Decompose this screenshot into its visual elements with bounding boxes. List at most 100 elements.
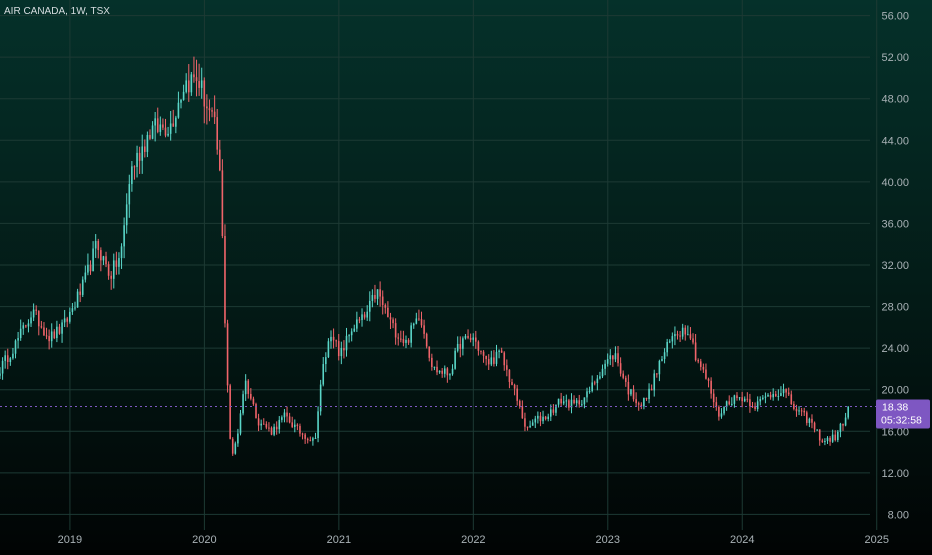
candle-body — [555, 404, 557, 413]
candle-body — [17, 338, 19, 341]
price-tick-label: 44.00 — [881, 135, 909, 147]
candle-body — [337, 341, 340, 357]
candle-body — [702, 366, 705, 370]
candle-body — [764, 396, 767, 398]
candle-body — [363, 314, 366, 318]
candle-body — [423, 325, 425, 334]
candle-body — [299, 425, 301, 434]
candle-body — [467, 335, 469, 338]
candle-body — [71, 308, 74, 312]
candle-body — [112, 260, 115, 279]
candle-body — [694, 342, 697, 361]
candle-body — [317, 411, 319, 439]
time-tick-label: 2021 — [327, 534, 351, 546]
candle-body — [720, 413, 723, 417]
candle-body — [206, 106, 208, 109]
candle-body — [177, 102, 180, 118]
candle-body — [818, 429, 821, 441]
price-tick-label: 20.00 — [881, 385, 909, 397]
candle-body — [609, 355, 612, 360]
candle-body — [250, 393, 252, 399]
candle-body — [441, 370, 443, 374]
last-price-value: 18.38 — [882, 402, 908, 414]
candle-body — [731, 403, 733, 405]
candle-body — [309, 440, 312, 442]
time-axis[interactable]: 2019 2020 2021 2022 2023 2024 2025 — [58, 534, 889, 546]
time-tick-label: 2024 — [730, 534, 754, 546]
candle-body — [371, 295, 374, 301]
candle-body — [581, 404, 583, 406]
candle-body — [255, 404, 257, 419]
candle-body — [443, 368, 446, 374]
candle-body — [141, 146, 144, 161]
candle-body — [643, 398, 645, 407]
price-tick-label: 56.00 — [881, 11, 909, 23]
candle-body — [663, 352, 666, 360]
candle-body — [723, 406, 725, 414]
candle-body — [624, 377, 627, 382]
candle-body — [839, 423, 842, 432]
candle-body — [273, 426, 275, 435]
candle-body — [110, 275, 112, 279]
candle-body — [4, 355, 6, 361]
candle-body — [635, 399, 637, 404]
candle-body — [14, 340, 17, 354]
candle-body — [74, 307, 76, 309]
candle-body — [40, 326, 43, 328]
candle-body — [630, 389, 632, 395]
candle-body — [79, 291, 81, 295]
candle-body — [136, 152, 138, 167]
candle-body — [601, 368, 604, 377]
candle-body — [787, 392, 790, 395]
candle-body — [834, 434, 837, 441]
candle-body — [190, 74, 193, 93]
candle-body — [542, 416, 544, 422]
candle-body — [741, 397, 743, 402]
candle-body — [767, 394, 769, 397]
candle-body — [144, 146, 146, 152]
candle-body — [151, 125, 154, 139]
candle-body — [593, 382, 596, 384]
candle-body — [275, 426, 278, 430]
candle-body — [97, 240, 100, 251]
candle-body — [438, 370, 441, 373]
candle-body — [45, 335, 48, 337]
candle-body — [402, 339, 405, 343]
candle-body — [221, 170, 224, 236]
candle-body — [239, 413, 242, 434]
candle-body — [813, 422, 816, 430]
candle-body — [27, 323, 30, 327]
candle-body — [573, 399, 575, 404]
time-tick-label: 2023 — [596, 534, 620, 546]
candle-body — [394, 323, 397, 338]
candle-body — [185, 80, 187, 92]
candle-body — [674, 334, 676, 337]
candle-body — [216, 117, 219, 150]
candle-body — [811, 418, 813, 423]
candle-body — [281, 417, 283, 420]
candle-body — [53, 331, 56, 339]
candle-body — [19, 328, 22, 339]
candle-body — [798, 410, 800, 412]
candle-body — [76, 291, 79, 308]
candle-body — [668, 341, 671, 343]
time-tick-label: 2022 — [461, 534, 485, 546]
candle-body — [247, 380, 250, 394]
candle-body — [578, 400, 581, 405]
price-tick-label: 32.00 — [881, 260, 909, 272]
candle-body — [837, 431, 839, 441]
price-axis[interactable]: 8.00 12.00 16.00 20.00 24.00 28.00 32.00 36.00 4… — [881, 11, 909, 522]
candle-body — [120, 246, 123, 259]
candle-body — [288, 416, 291, 423]
candle-body — [268, 427, 270, 429]
candle-body — [498, 350, 500, 352]
candle-body — [123, 225, 125, 247]
candle-body — [482, 351, 485, 356]
candle-body — [87, 264, 89, 273]
candle-body — [229, 385, 231, 439]
candles-group — [0, 56, 849, 456]
candle-body — [762, 397, 764, 400]
candle-body — [420, 319, 423, 326]
candle-body — [167, 133, 169, 136]
